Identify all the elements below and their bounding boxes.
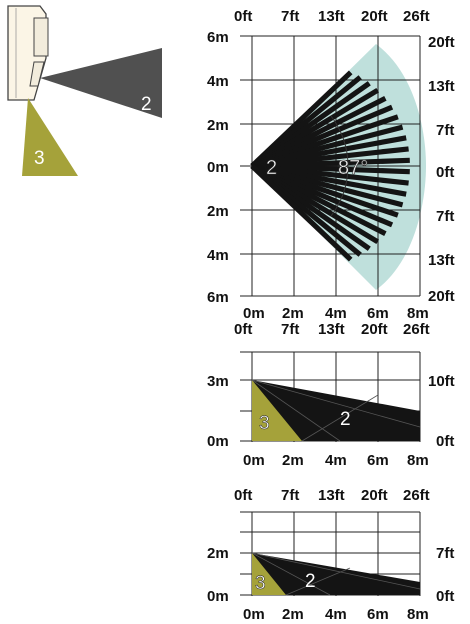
right-ft-label: 0ft (436, 164, 454, 181)
zone-3-label: 3 (259, 413, 270, 434)
zone-2-label: 2 (266, 157, 277, 179)
left-m-label: 4m (207, 247, 229, 264)
bottom-m-label: 0m (243, 305, 265, 322)
left-m-label: 2m (207, 117, 229, 134)
beam-line (301, 394, 379, 442)
right-ft-label: 10ft (428, 373, 455, 390)
top-ft-label: 13ft (318, 8, 345, 25)
zone-3-side (252, 380, 302, 441)
zone-2-label: 2 (305, 571, 316, 592)
left-m-label: 6m (207, 289, 229, 306)
bottom-m-label: 4m (325, 606, 347, 623)
side-view-1: 0ft 7ft 13ft 20ft 26ft 3 2 3m 0m 10ft 0f… (207, 321, 455, 469)
top-ft-label: 7ft (281, 321, 299, 338)
right-ft-label: 13ft (428, 252, 455, 269)
top-ft-label: 20ft (361, 321, 388, 338)
angle-label: 87° (338, 157, 368, 179)
detector-lower-lens (29, 61, 45, 87)
left-m-label: 2m (207, 203, 229, 220)
bottom-m-label: 4m (325, 452, 347, 469)
bottom-m-label: 0m (243, 452, 265, 469)
zone-3-side (252, 553, 286, 595)
bottom-m-label: 2m (282, 606, 304, 623)
beam-line (251, 552, 421, 590)
zone-2-beam (40, 48, 162, 118)
beam-line (285, 567, 351, 596)
top-ft-label: 7ft (281, 487, 299, 504)
right-ft-label: 0ft (436, 588, 454, 605)
bottom-m-label: 8m (407, 305, 429, 322)
top-ft-label: 0ft (234, 321, 252, 338)
detection-beams (250, 70, 410, 262)
left-m-label: 0m (207, 159, 229, 176)
right-ft-label: 20ft (428, 34, 455, 51)
right-ft-label: 0ft (436, 433, 454, 450)
left-m-label: 2m (207, 545, 229, 562)
top-ft-label: 26ft (403, 487, 430, 504)
top-ft-label: 26ft (403, 321, 430, 338)
bottom-m-label: 6m (367, 606, 389, 623)
right-ft-label: 7ft (436, 545, 454, 562)
side-view-2: 0ft 7ft 13ft 20ft 26ft 3 2 2m 0m 7ft 0ft… (207, 487, 454, 623)
top-ft-label: 26ft (403, 8, 430, 25)
bottom-m-label: 2m (282, 305, 304, 322)
beam-line (251, 379, 341, 442)
left-m-label: 3m (207, 373, 229, 390)
left-m-label: 0m (207, 588, 229, 605)
top-ft-label: 13ft (318, 487, 345, 504)
left-m-label: 0m (207, 433, 229, 450)
right-ft-label: 7ft (436, 122, 454, 139)
beam-line (251, 379, 421, 428)
detector-illustration: 2 3 (7, 5, 162, 176)
right-ft-label: 7ft (436, 208, 454, 225)
detector-lens (33, 17, 49, 57)
bottom-m-label: 0m (243, 606, 265, 623)
top-ft-label: 0ft (234, 8, 252, 25)
bottom-m-label: 8m (407, 606, 429, 623)
right-ft-label: 13ft (428, 78, 455, 95)
top-ft-label: 20ft (361, 487, 388, 504)
bottom-m-label: 6m (367, 452, 389, 469)
zone-3-label: 3 (255, 573, 266, 594)
zone-2-label: 2 (340, 409, 351, 430)
bottom-m-label: 4m (325, 305, 347, 322)
bottom-m-label: 8m (407, 452, 429, 469)
top-ft-label: 0ft (234, 487, 252, 504)
top-ft-label: 7ft (281, 8, 299, 25)
right-ft-label: 20ft (428, 288, 455, 305)
top-ft-label: 13ft (318, 321, 345, 338)
zone-2-side (252, 380, 420, 441)
zone-3-beam (22, 98, 78, 176)
left-m-label: 4m (207, 73, 229, 90)
top-ft-label: 20ft (361, 8, 388, 25)
bottom-m-label: 2m (282, 452, 304, 469)
beam-line (251, 552, 331, 596)
bottom-m-label: 6m (367, 305, 389, 322)
top-view: 87° 2 0ft 7ft 13ft 20ft 26ft 6m 4m 2m 0m… (207, 8, 455, 322)
angle-arc (330, 115, 349, 217)
zone-3-label: 3 (34, 148, 45, 169)
left-m-label: 6m (207, 29, 229, 46)
detection-beam (250, 164, 353, 262)
zone-2-label: 2 (141, 94, 152, 115)
